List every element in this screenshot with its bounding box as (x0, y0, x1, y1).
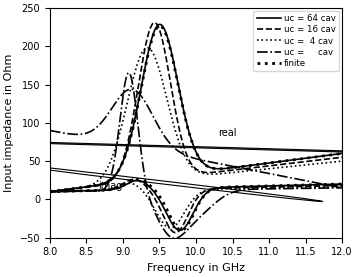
uc =  4 cav (270, 167, 274, 170)
finite (226, 167, 230, 170)
uc = 64 cav (157, 23, 162, 26)
finite (48, 190, 52, 193)
Line: uc = 16 cav: uc = 16 cav (50, 23, 342, 192)
uc =  4 cav (218, 172, 222, 175)
X-axis label: Frequency in GHz: Frequency in GHz (147, 263, 245, 273)
uc =  4 cav (145, 46, 149, 49)
uc =     cav (270, 172, 274, 176)
finite (234, 166, 238, 169)
uc = 64 cav (48, 190, 52, 193)
uc = 64 cav (340, 152, 344, 155)
uc = 16 cav (66, 188, 70, 191)
Line: uc = 64 cav: uc = 64 cav (50, 24, 342, 192)
uc =     cav (48, 129, 52, 132)
Y-axis label: Input impedance in Ohm: Input impedance in Ohm (4, 54, 14, 192)
uc = 16 cav (218, 170, 222, 173)
uc = 16 cav (152, 21, 157, 24)
uc = 16 cav (270, 164, 274, 167)
finite (157, 24, 162, 28)
Line: uc =     cav: uc = cav (50, 89, 342, 188)
finite (218, 167, 222, 170)
finite (270, 161, 274, 164)
uc = 16 cav (234, 168, 238, 171)
uc =     cav (226, 164, 230, 167)
Legend: uc = 64 cav, uc = 16 cav, uc =  4 cav, uc =     cav, finite: uc = 64 cav, uc = 16 cav, uc = 4 cav, uc… (253, 11, 340, 71)
uc = 16 cav (48, 190, 52, 193)
uc = 64 cav (270, 161, 274, 164)
uc =  4 cav (226, 171, 230, 175)
uc =     cav (234, 165, 238, 169)
uc =  4 cav (340, 160, 344, 163)
uc = 64 cav (234, 166, 238, 169)
finite (340, 152, 344, 155)
finite (66, 188, 70, 191)
uc = 64 cav (226, 167, 230, 170)
uc =  4 cav (66, 188, 70, 191)
uc =     cav (218, 162, 222, 166)
uc =     cav (340, 186, 344, 189)
finite (300, 157, 304, 160)
uc = 16 cav (226, 169, 230, 172)
uc =     cav (66, 132, 70, 135)
Text: imag: imag (99, 181, 123, 191)
uc = 16 cav (300, 160, 304, 164)
uc =     cav (300, 178, 304, 182)
Text: real: real (218, 128, 236, 138)
uc =  4 cav (234, 170, 238, 174)
uc = 64 cav (218, 167, 222, 170)
uc =     cav (129, 88, 133, 91)
Line: uc =  4 cav: uc = 4 cav (50, 48, 342, 192)
Line: finite: finite (50, 26, 342, 192)
uc = 64 cav (300, 157, 304, 160)
uc = 64 cav (66, 188, 70, 191)
uc =  4 cav (48, 190, 52, 193)
uc = 16 cav (340, 156, 344, 159)
uc =  4 cav (300, 164, 304, 167)
